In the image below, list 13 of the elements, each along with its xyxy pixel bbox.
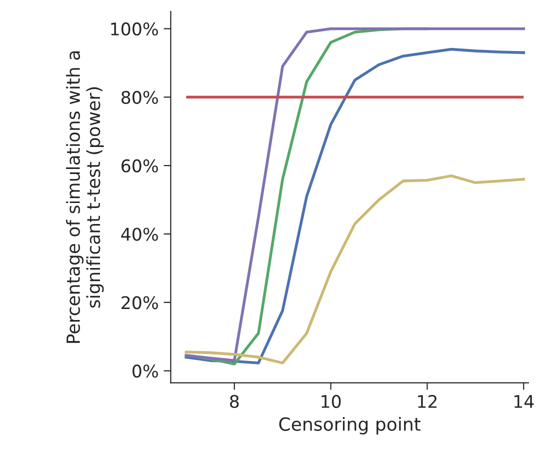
x-tick-label: 8 bbox=[230, 394, 239, 408]
y-tick-label: 80% bbox=[122, 90, 158, 104]
x-tick-label: 14 bbox=[514, 395, 534, 408]
y-tick-label: 60% bbox=[122, 159, 158, 172]
y-tick-label: 20% bbox=[122, 296, 158, 310]
x-tick-label: 10 bbox=[322, 394, 341, 408]
y-axis-title: Percentage of simulations with a significant t-test (power) bbox=[66, 51, 104, 343]
line-series bbox=[184, 174, 526, 364]
y-tick-label: 100% bbox=[111, 22, 158, 36]
x-tick-label: 12 bbox=[418, 394, 437, 408]
y-tick-label: 40% bbox=[121, 228, 158, 241]
x-axis-title: Censoring point bbox=[279, 416, 421, 434]
y-tick-label: 0% bbox=[132, 364, 158, 378]
